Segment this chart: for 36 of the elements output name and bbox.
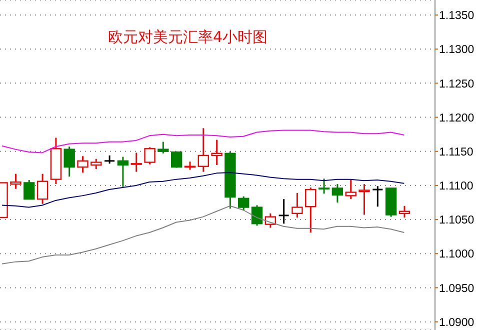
candlestick (251, 204, 263, 226)
candlestick (90, 158, 102, 170)
candlestick (238, 196, 250, 212)
candlestick (77, 155, 88, 174)
y-tick-label: 1.1300 (439, 44, 474, 56)
text: 欧元对美元汇率4小时图 (108, 28, 268, 47)
y-tick-label: 1.1150 (439, 146, 474, 158)
y-tick-label: 1.0950 (439, 282, 474, 295)
y-tick-label: 1.1250 (439, 78, 474, 90)
line-series (2, 130, 405, 154)
candlestick (211, 139, 222, 166)
candlestick (36, 173, 48, 205)
candlestick (10, 173, 22, 190)
candlestick (305, 186, 316, 234)
candlestick (292, 192, 303, 218)
candlestick (372, 185, 384, 208)
candlestick (117, 156, 129, 188)
candlestick (318, 178, 330, 194)
y-tick-label: 1.1200 (439, 112, 474, 124)
candlestick (278, 198, 290, 224)
candlestick (158, 141, 169, 154)
candlestick (198, 127, 209, 173)
y-tick-label: 1.1100 (439, 180, 474, 193)
candlestick (398, 205, 410, 218)
candlestick (332, 183, 344, 204)
line-series (2, 172, 405, 208)
candlestick (64, 146, 75, 178)
candlestick (130, 152, 142, 173)
y-tick-label: 1.1000 (439, 248, 474, 261)
candlestick (24, 179, 35, 200)
candlestick (144, 146, 156, 166)
y-tick-label: 1.0900 (439, 316, 474, 329)
y-tick-label: 1.1350 (439, 10, 474, 22)
candlestick (358, 183, 370, 216)
candlestick (345, 179, 356, 200)
y-tick-label: 1.1050 (439, 214, 474, 227)
